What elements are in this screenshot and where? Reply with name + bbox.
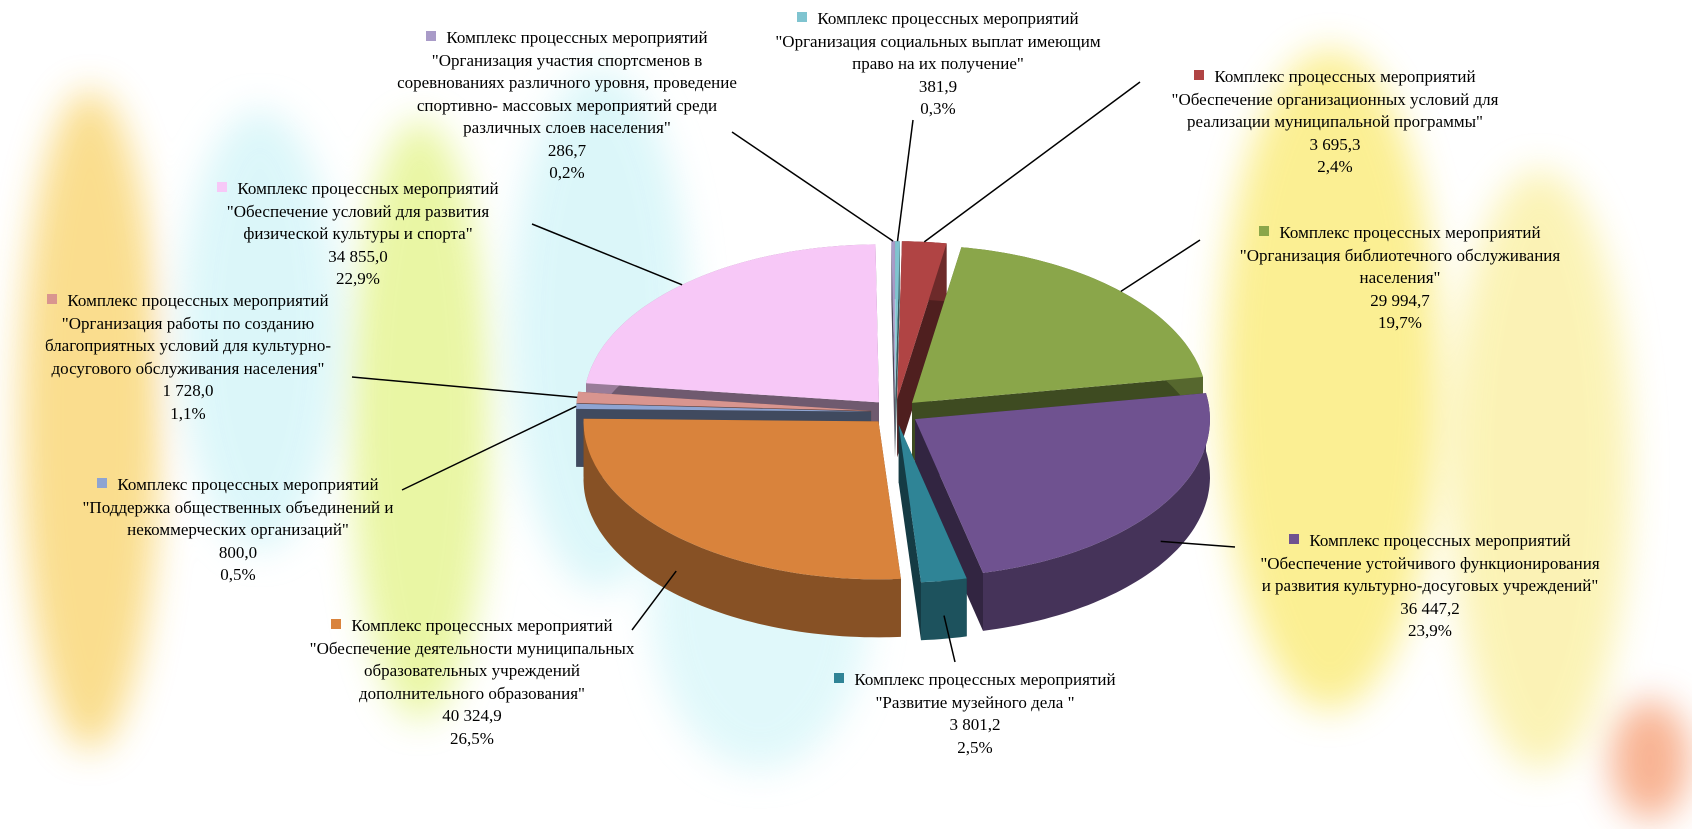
data-label: Комплекс процессных мероприятий "Развити… — [805, 669, 1145, 759]
leader-line — [896, 119, 914, 242]
slice-side — [583, 418, 901, 638]
slice-top — [586, 244, 879, 403]
slice — [898, 424, 967, 641]
slice-side — [921, 578, 967, 641]
leader-line — [1160, 540, 1236, 548]
leader-line — [401, 405, 577, 491]
slice-top — [895, 241, 900, 400]
value-label: 800,0 — [218, 542, 258, 562]
legend-marker — [426, 31, 437, 41]
leader-line — [923, 81, 1141, 243]
legend-marker — [1194, 70, 1205, 80]
category-label: Комплекс процессных мероприятий "Обеспеч… — [1260, 531, 1600, 595]
legend-marker — [1289, 534, 1300, 544]
data-label: Комплекс процессных мероприятий "Организ… — [397, 27, 737, 185]
category-label: Комплекс процессных мероприятий "Организ… — [44, 291, 332, 378]
share-label: 2,5% — [957, 737, 993, 757]
category-label: Комплекс процессных мероприятий "Организ… — [775, 9, 1101, 73]
data-label: Комплекс процессных мероприятий "Поддерж… — [68, 474, 408, 587]
slice-top — [583, 418, 901, 580]
slice-top — [891, 241, 895, 400]
slice-top — [912, 247, 1203, 403]
slice — [895, 241, 900, 458]
slice — [891, 241, 895, 458]
value-label: 3 695,3 — [1309, 134, 1361, 154]
value-label: 3 801,2 — [949, 715, 1001, 734]
share-label: 19,7% — [1378, 313, 1422, 332]
legend-marker — [47, 294, 58, 304]
leader-line — [531, 223, 683, 286]
share-label: 0,5% — [220, 565, 256, 584]
slice-top — [897, 241, 947, 400]
share-label: 23,9% — [1408, 621, 1452, 640]
pie — [576, 241, 1210, 641]
slice-edge — [898, 424, 921, 641]
slice-top — [898, 424, 967, 583]
category-label: Комплекс процессных мероприятий "Поддерж… — [82, 475, 394, 539]
legend-marker — [217, 182, 228, 192]
leader-line — [943, 615, 956, 663]
data-label: Комплекс процессных мероприятий "Обеспеч… — [1260, 530, 1600, 643]
data-label: Комплекс процессных мероприятий "Обеспеч… — [188, 178, 528, 291]
share-label: 26,5% — [450, 728, 494, 748]
category-label: Комплекс процессных мероприятий "Организ… — [397, 28, 737, 137]
legend-marker — [97, 478, 108, 488]
leader-line — [351, 376, 578, 399]
value-label: 1 728,0 — [162, 381, 214, 400]
share-label: 0,2% — [549, 163, 585, 182]
data-label: Комплекс процессных мероприятий "Обеспеч… — [1170, 66, 1500, 179]
data-label: Комплекс процессных мероприятий "Обеспеч… — [307, 615, 637, 750]
share-label: 2,4% — [1317, 157, 1353, 176]
category-label: Комплекс процессных мероприятий "Обеспеч… — [226, 179, 499, 243]
legend-marker — [834, 673, 845, 683]
slice-side — [983, 393, 1210, 631]
slice — [897, 241, 947, 458]
share-label: 1,1% — [170, 403, 206, 423]
leader-line — [731, 131, 894, 242]
legend-marker — [797, 12, 808, 22]
share-label: 22,9% — [336, 269, 380, 288]
slice-top — [915, 393, 1210, 573]
legend-marker — [331, 619, 342, 629]
category-label: Комплекс процессных мероприятий "Организ… — [1239, 223, 1561, 287]
slice-top — [576, 391, 872, 411]
legend-marker — [1259, 226, 1270, 236]
share-label: 0,3% — [920, 99, 956, 118]
leader-line — [1120, 239, 1201, 293]
value-label: 34 855,0 — [328, 246, 388, 266]
value-label: 286,7 — [547, 140, 587, 160]
category-label: Комплекс процессных мероприятий "Обеспеч… — [309, 616, 635, 703]
slice-top — [576, 403, 871, 412]
category-label: Комплекс процессных мероприятий "Развити… — [854, 670, 1116, 712]
data-label: Комплекс процессных мероприятий "Организ… — [758, 8, 1118, 121]
slice — [583, 418, 901, 638]
leader-line — [631, 570, 677, 631]
category-label: Комплекс процессных мероприятий "Обеспеч… — [1171, 67, 1499, 131]
value-label: 381,9 — [918, 76, 958, 96]
data-label: Комплекс процессных мероприятий "Организ… — [1235, 222, 1565, 335]
value-label: 36 447,2 — [1400, 598, 1460, 618]
value-label: 29 994,7 — [1370, 290, 1430, 310]
value-label: 40 324,9 — [442, 706, 502, 725]
data-label: Комплекс процессных мероприятий "Организ… — [8, 290, 368, 425]
